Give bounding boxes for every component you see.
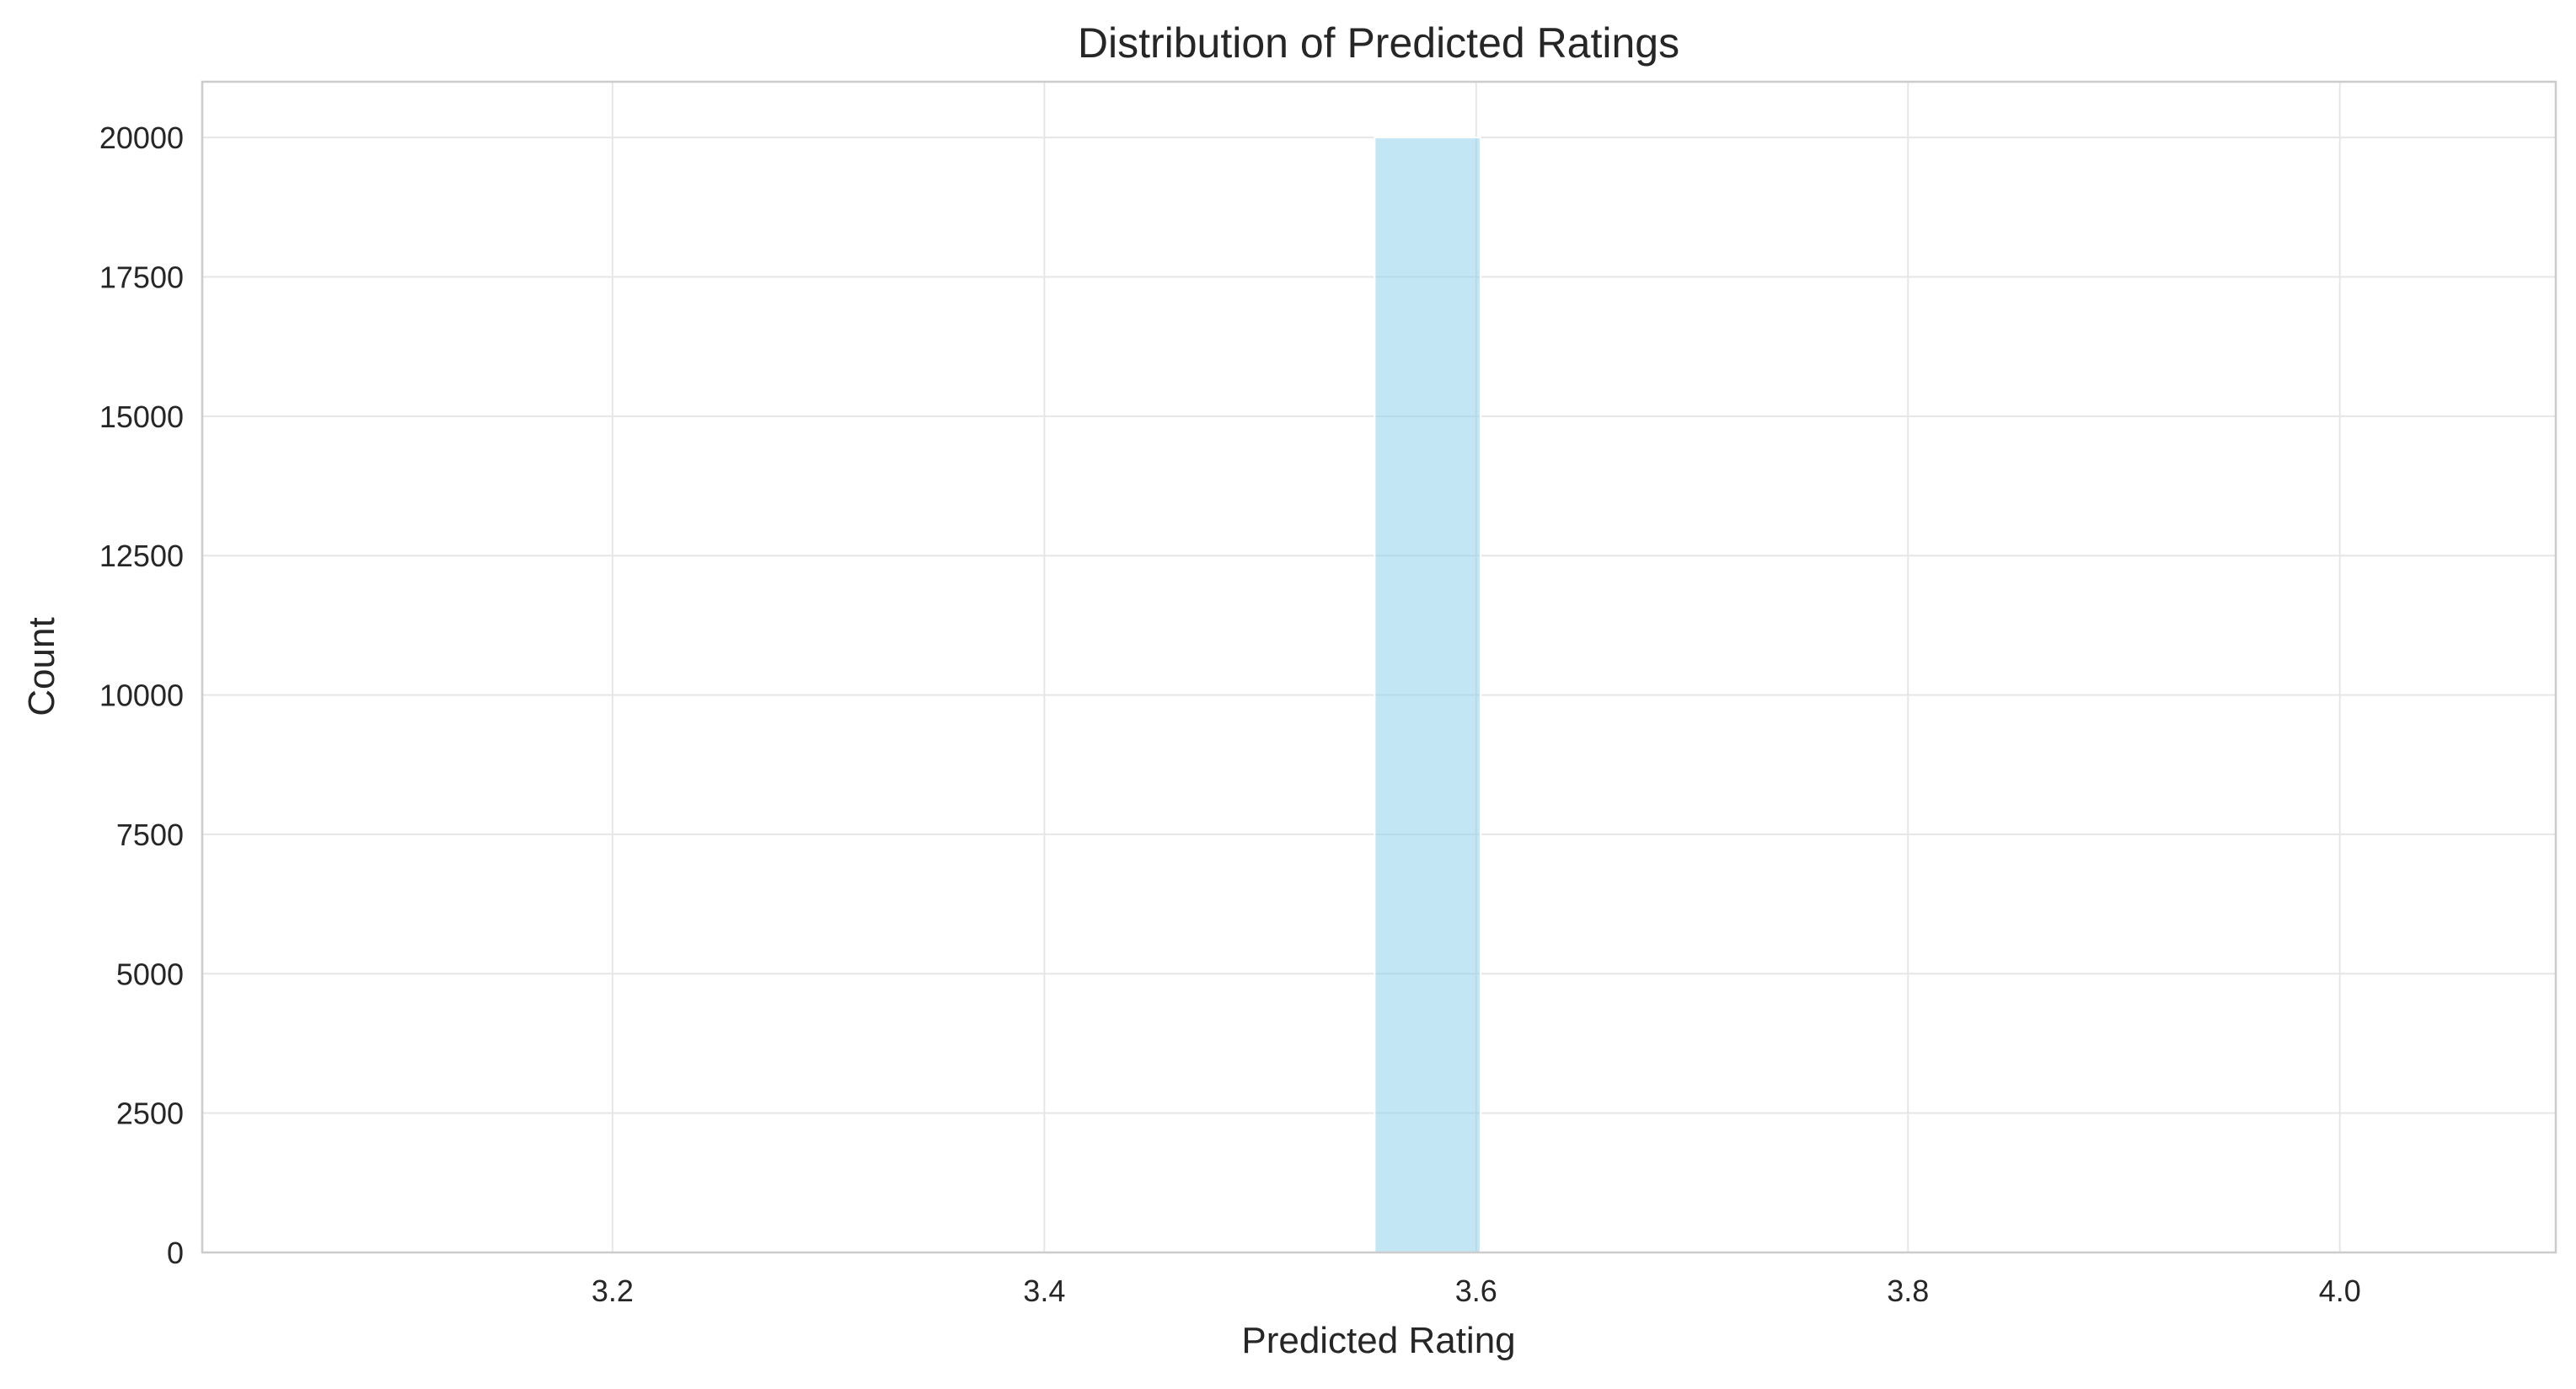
y-tick-label: 20000 — [99, 121, 184, 155]
x-tick-label: 4.0 — [2319, 1274, 2361, 1308]
y-tick-label: 10000 — [99, 678, 184, 713]
y-tick-label: 7500 — [116, 818, 184, 852]
y-axis-label: Count — [21, 617, 62, 716]
y-tick-label: 5000 — [116, 957, 184, 991]
y-tick-label: 2500 — [116, 1097, 184, 1131]
y-tick-label: 12500 — [99, 539, 184, 573]
y-tick-label: 15000 — [99, 400, 184, 434]
x-tick-label: 3.6 — [1455, 1274, 1497, 1308]
histogram-bar — [1374, 137, 1481, 1254]
y-tick-label: 17500 — [99, 260, 184, 295]
y-tick-labels: 0 2500 5000 7500 10000 12500 15000 17500 20000 — [99, 121, 184, 1270]
x-axis-label: Predicted Rating — [1241, 1320, 1515, 1361]
x-tick-label: 3.8 — [1887, 1274, 1929, 1308]
chart-title: Distribution of Predicted Ratings — [1078, 19, 1679, 67]
x-tick-labels: 3.2 3.4 3.6 3.8 4.0 — [592, 1274, 2361, 1308]
x-tick-label: 3.2 — [592, 1274, 634, 1308]
y-tick-label: 0 — [167, 1236, 184, 1270]
x-tick-label: 3.4 — [1023, 1274, 1065, 1308]
plot-frame — [201, 80, 2557, 1254]
bars — [1374, 137, 1481, 1254]
